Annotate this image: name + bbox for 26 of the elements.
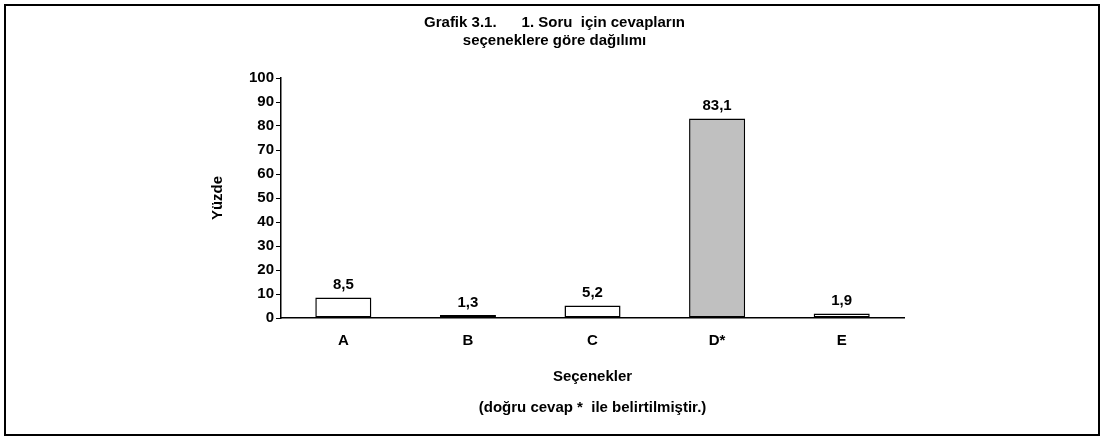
y-tick-label: 60 xyxy=(257,164,275,182)
y-tick-label: 70 xyxy=(257,140,275,158)
data-label: 1,3 xyxy=(457,292,479,310)
data-label: 1,9 xyxy=(831,291,853,309)
y-tick-label: 100 xyxy=(249,68,275,86)
y-tick-label: 40 xyxy=(257,212,275,230)
data-label: 83,1 xyxy=(702,96,732,114)
x-tick-label: E xyxy=(836,331,847,349)
y-tick-label: 90 xyxy=(257,92,275,110)
y-tick-label: 10 xyxy=(257,284,275,302)
x-tick-label: D* xyxy=(708,331,726,349)
y-tick-label: 80 xyxy=(257,116,275,134)
y-axis-title: Yüzde xyxy=(208,175,226,221)
x-tick-label: C xyxy=(587,331,599,349)
data-label: 8,5 xyxy=(332,275,354,293)
x-tick-label: B xyxy=(462,331,474,349)
y-tick-label: 20 xyxy=(257,260,275,278)
y-tick-label: 0 xyxy=(265,308,275,326)
text: seçeneklere göre dağılımı xyxy=(462,31,647,49)
x-tick-label: A xyxy=(337,331,349,349)
x-axis-title: Seçenekler xyxy=(552,367,633,385)
y-tick-label: 50 xyxy=(257,188,275,206)
y-tick-label: 30 xyxy=(257,236,275,254)
text: Grafik 3.1. 1. Soru için cevapların xyxy=(424,13,685,31)
text: (doğru cevap * ile belirtilmiştir.) xyxy=(478,397,707,415)
data-label: 5,2 xyxy=(582,283,603,301)
